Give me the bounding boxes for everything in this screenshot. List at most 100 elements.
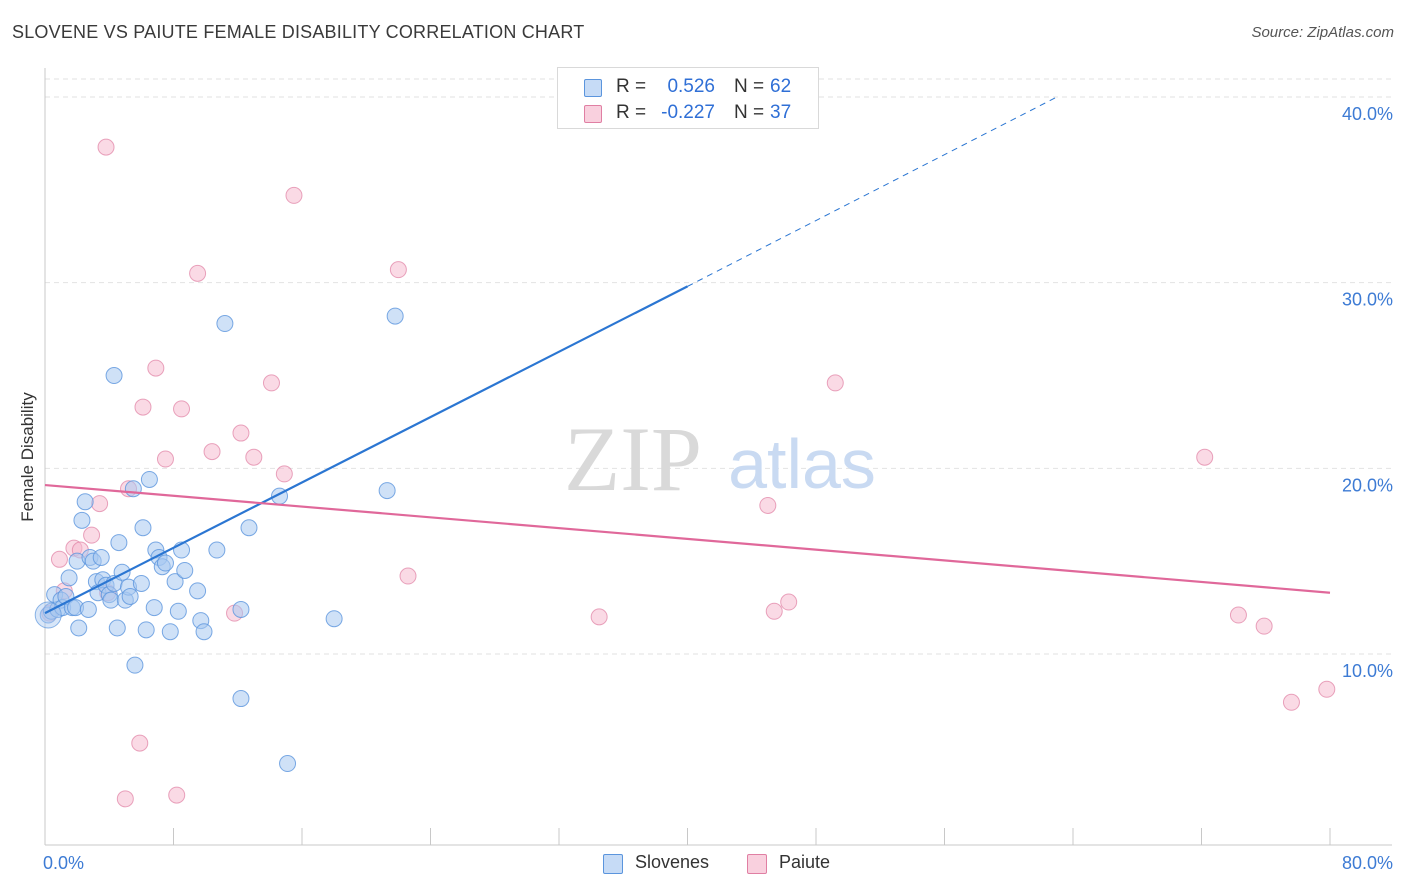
paiute-point	[97, 138, 115, 156]
legend-row-slovenes: R = 0.526 N = 62	[558, 76, 818, 100]
paiute-point	[826, 374, 844, 392]
paiute-point	[168, 786, 186, 804]
paiute-point	[116, 790, 134, 808]
n-label: N =	[734, 76, 765, 97]
paiute-point	[399, 567, 417, 585]
paiute-point	[147, 359, 165, 377]
paiute-point	[275, 465, 293, 483]
x-tick-label: 0.0%	[43, 853, 84, 873]
watermark-atlas: atlas	[728, 425, 876, 503]
paiute-point	[765, 602, 783, 620]
paiute-swatch	[584, 105, 602, 123]
paiute-point	[91, 495, 109, 513]
slovenes-point	[161, 623, 179, 641]
slovenes-point	[110, 534, 128, 552]
slovenes-point	[79, 600, 97, 618]
chart-title: SLOVENE VS PAIUTE FEMALE DISABILITY CORR…	[12, 22, 585, 42]
slovenes-trend-line	[44, 285, 688, 615]
paiute-point	[203, 443, 221, 461]
slovenes-point	[156, 554, 174, 572]
slovenes-point	[325, 610, 343, 628]
slovenes-point	[126, 656, 144, 674]
y-tick-label: 30.0%	[1342, 290, 1393, 310]
slovenes-point	[169, 602, 187, 620]
source-credit: Source: ZipAtlas.com	[1251, 24, 1394, 41]
legend-label: Paiute	[779, 852, 831, 872]
slovenes-point	[134, 519, 152, 537]
n-value: 37	[770, 102, 792, 123]
slovenes-point	[121, 587, 139, 605]
legend-row-paiute: R = -0.227 N = 37	[558, 102, 818, 126]
slovenes-point	[189, 582, 207, 600]
paiute-point	[590, 608, 608, 626]
slovenes-point	[279, 755, 297, 773]
slovenes-point	[208, 541, 226, 559]
slovenes-point	[145, 599, 163, 617]
slovenes-point	[108, 619, 126, 637]
x-tick-label: 80.0%	[1342, 853, 1393, 873]
legend-label: Slovenes	[635, 852, 710, 872]
paiute-point	[262, 374, 280, 392]
watermark: ZIP atlas	[564, 408, 876, 510]
slovenes-point	[137, 621, 155, 639]
paiute-point	[1229, 606, 1247, 624]
y-axis-label: Female Disability	[18, 392, 37, 522]
paiute-point	[173, 400, 191, 418]
slovenes-swatch	[584, 79, 602, 97]
slovenes-point	[102, 591, 120, 609]
paiute-point	[759, 496, 777, 514]
paiute-point	[50, 550, 68, 568]
paiute-point	[285, 186, 303, 204]
r-value: 0.526	[667, 76, 715, 97]
slovenes-point	[132, 574, 150, 592]
slovenes-point	[140, 470, 158, 488]
trend-lines	[44, 96, 1331, 615]
slovenes-point	[378, 482, 396, 500]
paiute-point	[780, 593, 798, 611]
paiute-point	[245, 448, 263, 466]
slovenes-point	[105, 367, 123, 384]
slovenes-point	[232, 690, 250, 708]
slovenes-point	[386, 307, 404, 325]
slovenes-point	[216, 315, 234, 333]
y-tick-label: 20.0%	[1342, 475, 1393, 495]
slovenes-point	[240, 519, 258, 537]
y-tick-label: 10.0%	[1342, 661, 1393, 681]
grid-lines	[45, 78, 1392, 655]
slovenes-point	[176, 561, 194, 579]
slovenes-point	[232, 600, 250, 618]
slovenes-point	[124, 480, 142, 498]
correlation-legend: R = 0.526 N = 62 R = -0.227 N = 37	[557, 67, 819, 129]
slovenes-point	[76, 493, 94, 511]
slovenes-point	[70, 619, 88, 637]
slovenes-trend-extension	[687, 96, 1058, 287]
y-tick-label: 40.0%	[1342, 104, 1393, 124]
tick-labels: 10.0% 20.0% 30.0% 40.0% 0.0% 80.0%	[43, 104, 1393, 873]
slovenes-point	[73, 511, 91, 529]
paiute-point	[389, 261, 407, 279]
slovenes-point	[60, 569, 78, 587]
slovenes-point	[166, 573, 184, 591]
paiute-point	[1255, 617, 1273, 635]
r-label: R =	[616, 76, 647, 97]
paiute-swatch	[747, 854, 767, 874]
paiute-point	[1318, 680, 1336, 698]
paiute-point	[232, 424, 250, 442]
r-value: -0.227	[661, 102, 715, 123]
paiute-point	[189, 264, 207, 282]
axes	[44, 68, 1392, 846]
r-label: R =	[616, 102, 647, 123]
slovenes-swatch	[603, 854, 623, 874]
paiute-point	[131, 734, 149, 752]
series-legend: Slovenes Paiute	[0, 852, 1406, 876]
slovenes-point	[195, 623, 213, 641]
paiute-point	[1282, 693, 1300, 711]
paiute-point	[1196, 448, 1214, 466]
paiute-trend-line	[44, 483, 1331, 594]
paiute-point	[134, 398, 152, 416]
slovenes-point	[92, 548, 110, 566]
n-value: 62	[770, 76, 792, 97]
paiute-point	[83, 526, 101, 544]
watermark-zip: ZIP	[564, 408, 702, 510]
paiute-point	[156, 450, 174, 468]
